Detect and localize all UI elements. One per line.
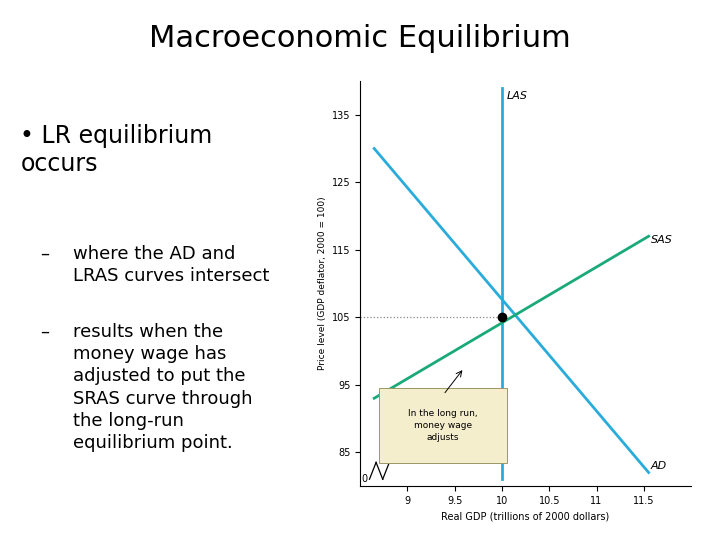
Text: Macroeconomic Equilibrium: Macroeconomic Equilibrium: [149, 24, 571, 53]
Y-axis label: Price level (GDP deflator, 2000 = 100): Price level (GDP deflator, 2000 = 100): [318, 197, 328, 370]
Text: 0: 0: [361, 474, 367, 484]
Text: LAS: LAS: [507, 91, 528, 101]
Text: In the long run,
money wage
adjusts: In the long run, money wage adjusts: [408, 409, 477, 442]
Text: results when the
money wage has
adjusted to put the
SRAS curve through
the long-: results when the money wage has adjusted…: [73, 323, 253, 452]
Text: • LR equilibrium
occurs: • LR equilibrium occurs: [20, 124, 212, 176]
Text: AD: AD: [650, 461, 667, 471]
Text: –: –: [40, 323, 50, 341]
Text: –: –: [40, 245, 50, 263]
X-axis label: Real GDP (trillions of 2000 dollars): Real GDP (trillions of 2000 dollars): [441, 511, 610, 521]
FancyBboxPatch shape: [379, 388, 507, 463]
Text: SAS: SAS: [650, 234, 672, 245]
Text: where the AD and
LRAS curves intersect: where the AD and LRAS curves intersect: [73, 245, 270, 285]
